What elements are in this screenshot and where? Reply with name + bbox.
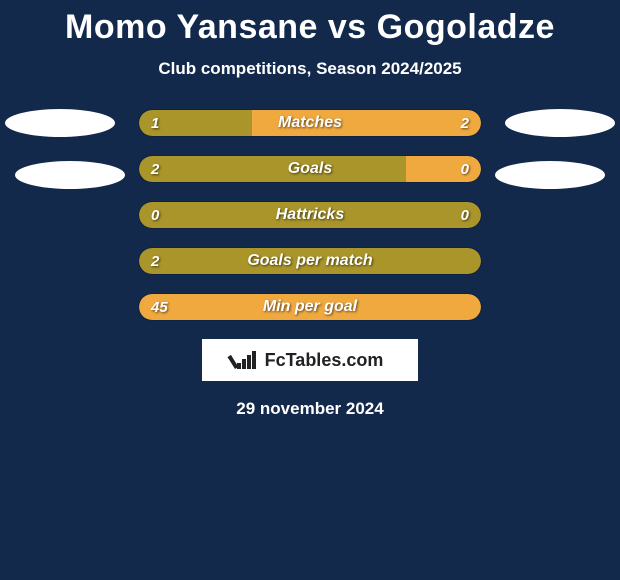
fctables-logo: FcTables.com bbox=[202, 339, 418, 381]
stat-bar: 45Min per goal bbox=[138, 293, 482, 321]
player1-photo-top bbox=[5, 109, 115, 137]
stat-bar: 12Matches bbox=[138, 109, 482, 137]
bar-label: Min per goal bbox=[139, 294, 481, 320]
comparison-chart: 12Matches 20Goals 00Hattricks 2Goals per ma… bbox=[0, 109, 620, 321]
logo-text: FcTables.com bbox=[265, 350, 384, 371]
bar-label: Goals per match bbox=[139, 248, 481, 274]
stat-bar: 20Goals bbox=[138, 155, 482, 183]
date-label: 29 november 2024 bbox=[0, 399, 620, 419]
stat-bar: 00Hattricks bbox=[138, 201, 482, 229]
bar-label: Hattricks bbox=[139, 202, 481, 228]
subtitle: Club competitions, Season 2024/2025 bbox=[0, 59, 620, 79]
player2-photo-bottom bbox=[495, 161, 605, 189]
bar-label: Goals bbox=[139, 156, 481, 182]
logo-bars-icon bbox=[237, 351, 259, 369]
page-title: Momo Yansane vs Gogoladze bbox=[0, 0, 620, 47]
bars-container: 12Matches 20Goals 00Hattricks 2Goals per ma… bbox=[138, 109, 482, 321]
player2-photo-top bbox=[505, 109, 615, 137]
bar-label: Matches bbox=[139, 110, 481, 136]
stat-bar: 2Goals per match bbox=[138, 247, 482, 275]
player1-photo-bottom bbox=[15, 161, 125, 189]
